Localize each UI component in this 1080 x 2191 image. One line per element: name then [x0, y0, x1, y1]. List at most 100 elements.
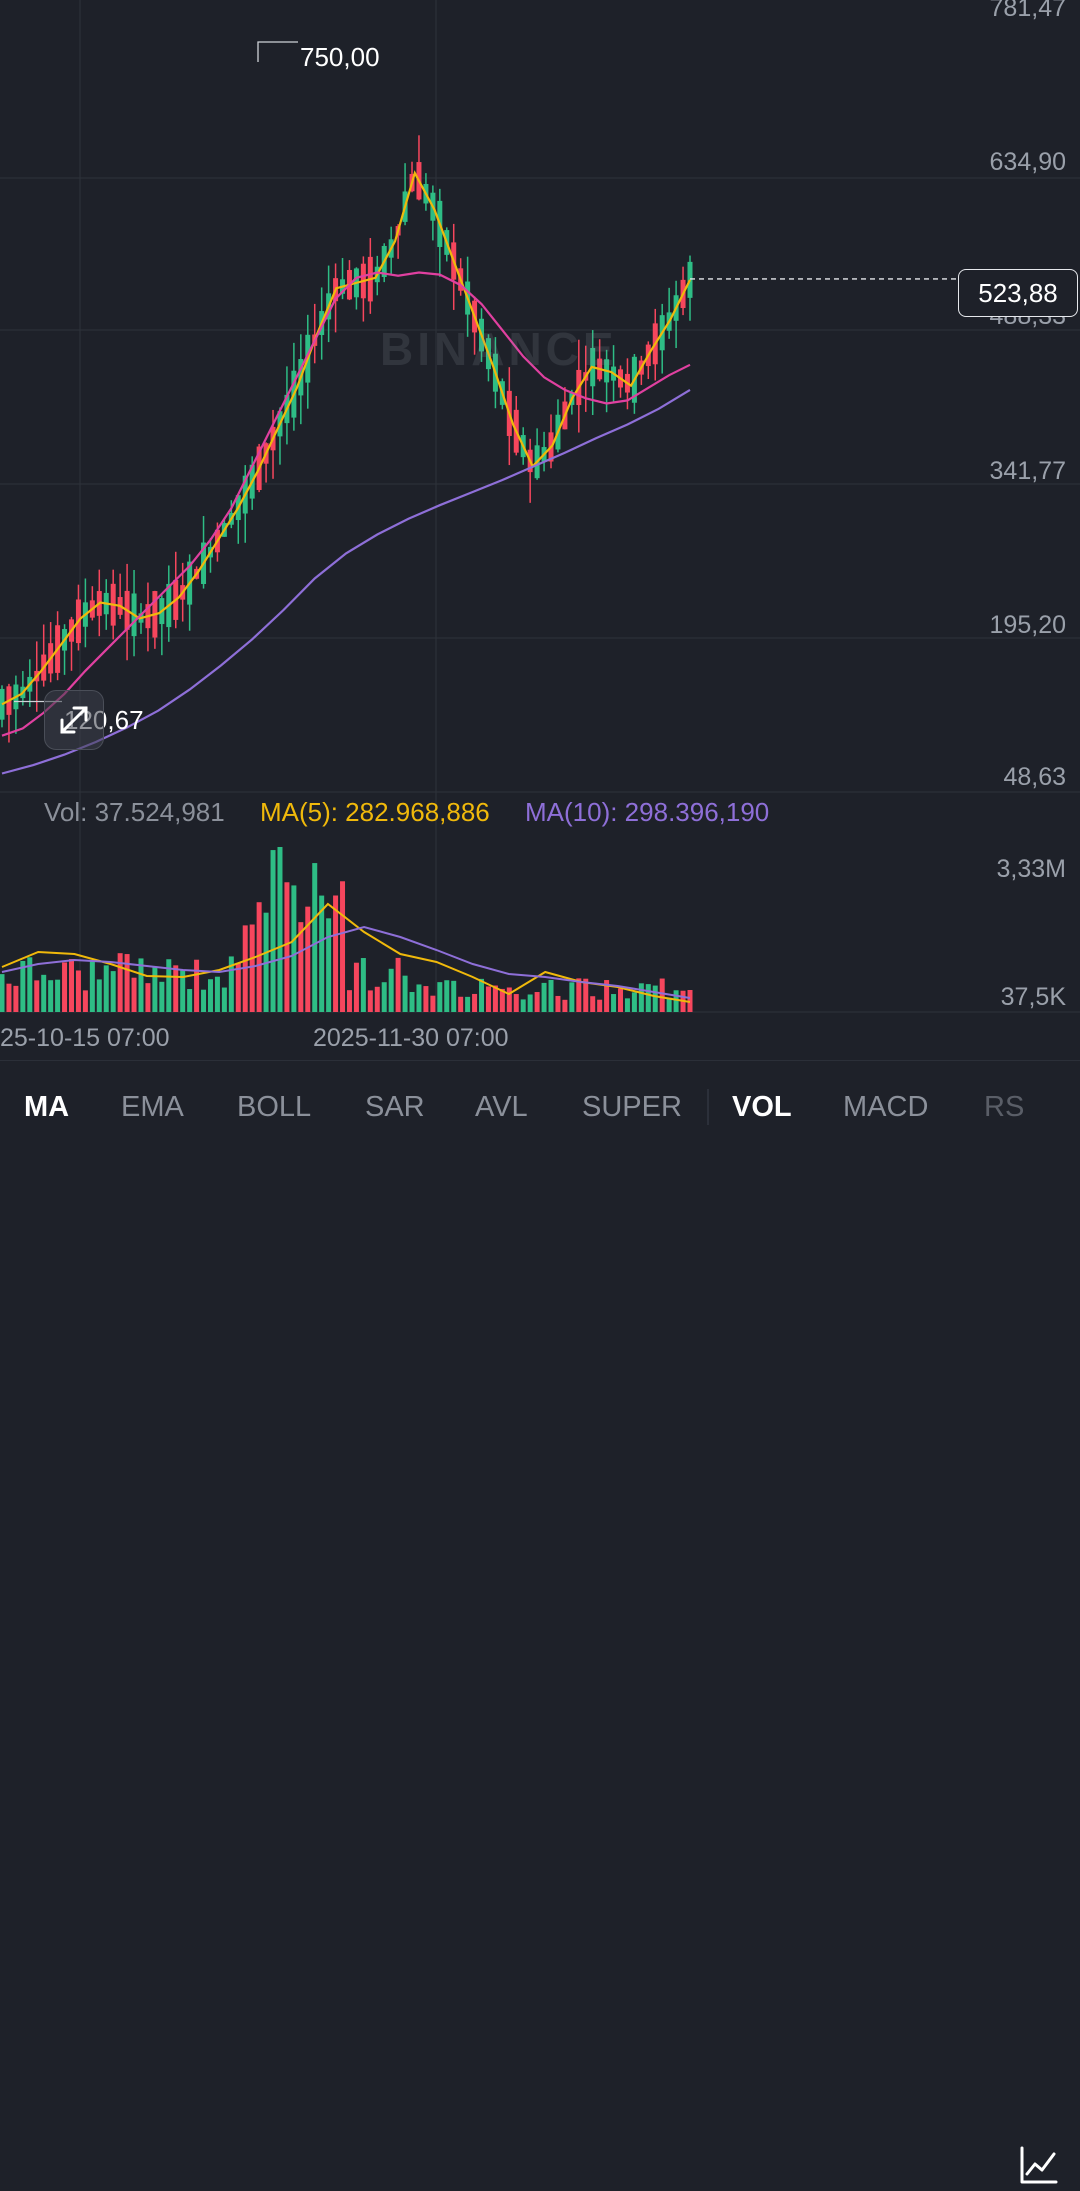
volume-bar — [214, 976, 220, 1012]
volume-bar — [659, 978, 665, 1012]
volume-bar — [228, 956, 234, 1012]
volume-bar — [346, 990, 352, 1012]
volume-bar — [367, 990, 373, 1012]
volume-bar — [249, 924, 255, 1012]
volume-bar — [458, 996, 464, 1012]
volume-bar — [548, 979, 554, 1012]
price-axis-label: 341,77 — [989, 457, 1066, 485]
tab-rsi[interactable]: RS — [984, 1091, 1025, 1123]
volume-bar — [576, 978, 582, 1012]
volume-bar — [284, 882, 290, 1012]
volume-bar — [513, 994, 519, 1012]
volume-bar — [13, 985, 19, 1012]
volume-bar — [333, 895, 339, 1012]
volume-bar — [117, 953, 123, 1012]
volume-bar — [89, 960, 95, 1012]
volume-axis-label: 37,5K — [1000, 983, 1066, 1011]
price-axis-label: 48,63 — [1003, 763, 1066, 791]
volume-bar — [395, 957, 401, 1012]
volume-bar — [583, 978, 589, 1012]
volume-bar — [451, 980, 457, 1012]
candle-body — [687, 261, 693, 298]
volume-bar — [409, 991, 415, 1012]
volume-bar — [68, 959, 74, 1012]
tab-divider — [707, 1089, 709, 1125]
volume-bar — [444, 980, 450, 1012]
volume-bar — [430, 995, 436, 1012]
volume-bar — [381, 982, 387, 1012]
tab-vol[interactable]: VOL — [732, 1091, 792, 1123]
volume-bar — [562, 999, 568, 1012]
volume-bar — [485, 986, 491, 1012]
volume-bar — [604, 980, 610, 1012]
tab-avl[interactable]: AVL — [475, 1091, 528, 1123]
volume-bar — [235, 962, 241, 1012]
volume-bar — [124, 954, 130, 1012]
volume-legend: Vol: 37.524,981 MA(5): 282.968,886 MA(10… — [44, 797, 797, 828]
price-chart[interactable]: BINANCE 781,47 634,90 488,33 341,77 195,… — [0, 0, 1080, 1060]
volume-bar — [666, 997, 672, 1012]
volume-bar — [638, 983, 644, 1012]
volume-bar — [555, 995, 561, 1012]
volume-axis-label: 3,33M — [996, 855, 1066, 883]
expand-chart-button[interactable] — [44, 690, 104, 750]
volume-bar — [152, 966, 158, 1012]
volume-bar — [291, 885, 297, 1012]
price-axis-label: 781,47 — [989, 0, 1066, 22]
volume-value: Vol: 37.524,981 — [44, 797, 225, 827]
volume-bar — [159, 981, 165, 1012]
volume-bar — [423, 986, 429, 1012]
volume-bar — [6, 983, 12, 1012]
volume-bar — [20, 960, 26, 1012]
volume-bar — [624, 998, 630, 1012]
volume-bar — [75, 970, 81, 1012]
volume-bar — [207, 979, 213, 1012]
volume-bar — [506, 987, 512, 1012]
chart-settings-icon[interactable] — [1018, 2144, 1060, 2186]
volume-bar — [492, 985, 498, 1012]
volume-bar — [62, 962, 68, 1012]
volume-bar — [305, 906, 311, 1012]
volume-bar — [402, 975, 408, 1012]
volume-bar — [590, 996, 596, 1012]
expand-icon — [60, 706, 88, 734]
volume-bar — [0, 974, 5, 1012]
volume-bar — [416, 984, 422, 1012]
volume-bar — [194, 959, 200, 1012]
volume-bar — [277, 847, 283, 1012]
volume-bar — [618, 988, 624, 1012]
ma-line — [1, 170, 691, 706]
volume-bar — [34, 980, 40, 1012]
price-axis-label: 195,20 — [989, 611, 1066, 639]
price-axis-label: 634,90 — [989, 148, 1066, 176]
tab-boll[interactable]: BOLL — [237, 1091, 312, 1123]
volume-bar — [499, 988, 505, 1012]
volume-bar — [479, 978, 485, 1012]
volume-bar — [472, 993, 478, 1012]
volume-bar — [527, 994, 533, 1012]
volume-bar — [597, 999, 603, 1012]
volume-bar — [437, 982, 443, 1012]
volume-ma10: MA(10): 298.396,190 — [525, 797, 770, 827]
volume-bar — [103, 965, 109, 1012]
volume-bar — [326, 918, 332, 1012]
volume-ma-line — [1, 925, 691, 999]
volume-bar — [652, 985, 658, 1012]
tab-macd[interactable]: MACD — [843, 1091, 929, 1123]
volume-bar — [319, 895, 325, 1012]
volume-bar — [673, 990, 679, 1012]
volume-bar — [353, 962, 359, 1012]
volume-bar — [166, 959, 172, 1012]
date-axis-label: 2025-11-30 07:00 — [313, 1024, 509, 1052]
tab-sar[interactable]: SAR — [365, 1091, 425, 1123]
volume-bar — [173, 965, 179, 1012]
current-price-tag[interactable]: 523,88 — [958, 269, 1078, 317]
volume-bar — [131, 977, 137, 1012]
volume-bar — [201, 989, 207, 1012]
binance-watermark: BINANCE — [380, 323, 618, 375]
volume-bar — [110, 971, 116, 1012]
volume-bar — [569, 982, 575, 1012]
tab-ema[interactable]: EMA — [121, 1091, 184, 1123]
tab-super[interactable]: SUPER — [582, 1091, 682, 1123]
tab-ma[interactable]: MA — [24, 1091, 70, 1123]
